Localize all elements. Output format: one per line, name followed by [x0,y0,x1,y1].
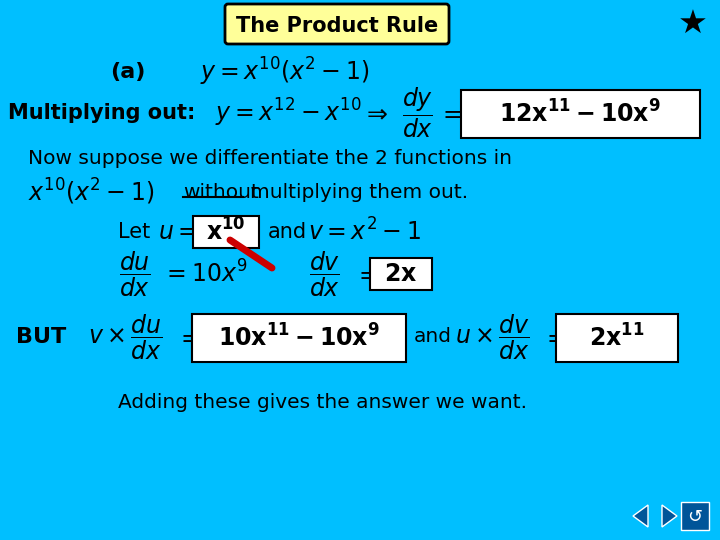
Text: (a): (a) [110,62,145,82]
Text: Now suppose we differentiate the 2 functions in: Now suppose we differentiate the 2 funct… [28,148,512,167]
Text: The Product Rule: The Product Rule [236,16,438,36]
Text: $\dfrac{dy}{dx}$: $\dfrac{dy}{dx}$ [402,86,433,140]
Text: Adding these gives the answer we want.: Adding these gives the answer we want. [118,394,527,413]
Text: and: and [414,327,452,347]
Text: $y = x^{12} - x^{10}$: $y = x^{12} - x^{10}$ [215,97,361,129]
FancyBboxPatch shape [192,314,406,362]
Text: $\mathbf{12x^{11} - 10x^{9}}$: $\mathbf{12x^{11} - 10x^{9}}$ [499,100,661,127]
Text: multiplying them out.: multiplying them out. [250,183,468,201]
Text: $\mathbf{x^{10}}$: $\mathbf{x^{10}}$ [206,218,246,246]
Text: Let: Let [118,222,150,242]
Polygon shape [662,505,677,527]
Text: $= 10x^9$: $= 10x^9$ [162,260,248,288]
Text: $\mathbf{10x^{11} - 10x^{9}}$: $\mathbf{10x^{11} - 10x^{9}}$ [218,325,380,352]
Text: $u =$: $u =$ [158,220,197,244]
Text: $\mathbf{2x}$: $\mathbf{2x}$ [384,262,418,286]
Text: $y = x^{10}(x^2 - 1)$: $y = x^{10}(x^2 - 1)$ [200,56,369,88]
FancyBboxPatch shape [681,502,709,530]
FancyBboxPatch shape [225,4,449,44]
Text: and: and [268,222,307,242]
Text: $u \times \dfrac{dv}{dx}$: $u \times \dfrac{dv}{dx}$ [455,312,530,362]
Text: $\dfrac{dv}{dx}$: $\dfrac{dv}{dx}$ [310,249,341,299]
Text: $\dfrac{du}{dx}$: $\dfrac{du}{dx}$ [119,249,151,299]
FancyBboxPatch shape [556,314,678,362]
Text: without: without [183,183,259,201]
Text: Multiplying out:: Multiplying out: [8,103,195,123]
Text: $\mathbf{2x^{11}}$: $\mathbf{2x^{11}}$ [589,325,645,352]
FancyBboxPatch shape [370,258,432,290]
Text: ↺: ↺ [688,508,703,526]
Text: $=$: $=$ [542,325,566,349]
Text: $=$: $=$ [438,101,462,125]
Text: $\Rightarrow$: $\Rightarrow$ [361,101,388,125]
Text: $v = x^2 - 1$: $v = x^2 - 1$ [308,218,421,246]
Text: $=$: $=$ [354,262,378,286]
Text: $x^{10}(x^2 - 1)$: $x^{10}(x^2 - 1)$ [28,177,154,207]
Text: ★: ★ [678,8,708,40]
Text: $=$: $=$ [176,325,200,349]
Polygon shape [633,505,648,527]
FancyBboxPatch shape [193,216,259,248]
Text: BUT: BUT [16,327,66,347]
Text: $v \times \dfrac{du}{dx}$: $v \times \dfrac{du}{dx}$ [88,312,163,362]
FancyBboxPatch shape [461,90,700,138]
